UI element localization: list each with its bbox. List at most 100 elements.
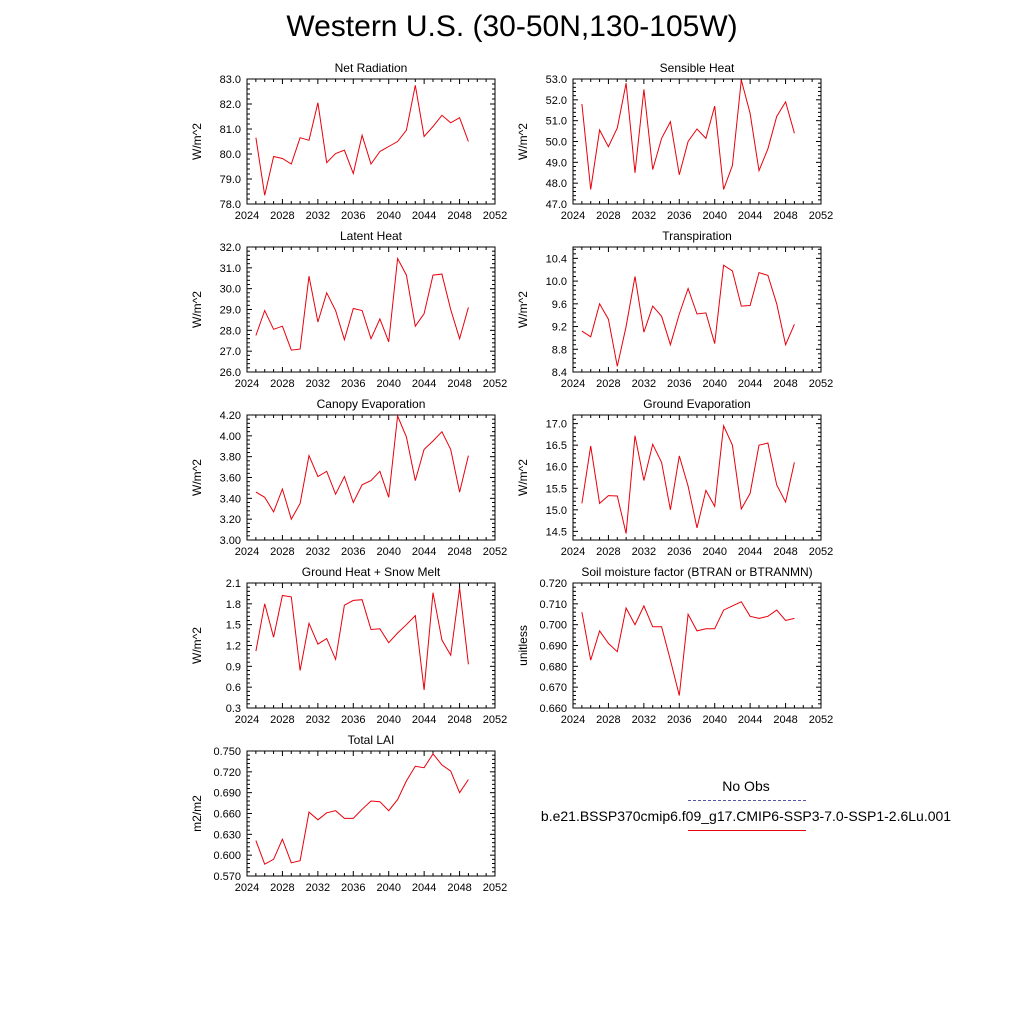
x-tick-label: 2036 [341, 210, 365, 222]
x-tick-label: 2028 [596, 546, 620, 558]
x-tick-label: 2040 [376, 882, 400, 894]
y-axis-label: W/m^2 [516, 291, 530, 328]
plot-frame [246, 246, 496, 373]
legend-obs-line [688, 800, 806, 801]
panel-1: 2024 2028 2032 2036 2040 2044 2048 2052 47.0 48.0… [516, 61, 833, 222]
panel-title: Sensible Heat [660, 61, 735, 75]
x-tick-label: 2044 [738, 714, 762, 726]
series-line [581, 79, 795, 190]
x-tick-label: 2052 [483, 378, 507, 390]
y-tick-label: 4.20 [220, 410, 241, 422]
x-tick-label: 2036 [341, 378, 365, 390]
series-line [255, 752, 469, 865]
y-axis-label: m2/m2 [190, 795, 204, 832]
series-line [581, 601, 795, 696]
x-tick-label: 2036 [667, 378, 691, 390]
plot-frame [572, 78, 822, 205]
x-tick-label: 2032 [306, 210, 330, 222]
x-tick-label: 2024 [235, 210, 259, 222]
x-tick-label: 2036 [667, 546, 691, 558]
x-tick-label: 2036 [341, 882, 365, 894]
x-tick-label: 2040 [702, 210, 726, 222]
panel-title: Soil moisture factor (BTRAN or BTRANMN) [581, 565, 812, 579]
x-tick-label: 2028 [596, 378, 620, 390]
y-tick-label: 9.6 [552, 299, 567, 311]
y-tick-label: 0.630 [213, 829, 241, 841]
x-tick-label: 2040 [702, 714, 726, 726]
x-tick-label: 2044 [738, 378, 762, 390]
y-tick-label: 3.40 [220, 493, 241, 505]
x-tick-label: 2028 [270, 546, 294, 558]
series-line [581, 264, 795, 367]
panel-title: Ground Evaporation [643, 397, 750, 411]
y-axis-label: W/m^2 [190, 459, 204, 496]
x-tick-label: 2032 [632, 210, 656, 222]
y-tick-label: 0.700 [539, 620, 567, 632]
y-tick-label: 26.0 [220, 367, 241, 379]
panel-3: 2024 2028 2032 2036 2040 2044 2048 2052 8.4 8.8 9.… [516, 229, 833, 390]
x-tick-label: 2052 [483, 210, 507, 222]
x-tick-label: 2044 [412, 210, 436, 222]
y-tick-label: 9.2 [552, 322, 567, 334]
legend-model-line [688, 830, 806, 831]
y-tick-label: 8.8 [552, 344, 567, 356]
y-tick-label: 0.600 [213, 850, 241, 862]
x-tick-label: 2048 [773, 378, 797, 390]
series-line [255, 414, 469, 521]
panel-title: Net Radiation [335, 61, 408, 75]
y-tick-label: 16.0 [546, 462, 567, 474]
x-tick-label: 2044 [738, 210, 762, 222]
x-tick-label: 2040 [376, 714, 400, 726]
y-tick-label: 31.0 [220, 263, 241, 275]
x-tick-label: 2052 [809, 210, 833, 222]
y-axis-label: W/m^2 [516, 123, 530, 160]
x-tick-label: 2052 [809, 378, 833, 390]
y-tick-label: 81.0 [220, 124, 241, 136]
x-tick-label: 2040 [702, 546, 726, 558]
y-tick-label: 80.0 [220, 149, 241, 161]
y-tick-label: 3.20 [220, 514, 241, 526]
x-tick-label: 2036 [341, 714, 365, 726]
x-tick-label: 2024 [561, 210, 585, 222]
y-tick-label: 79.0 [220, 174, 241, 186]
y-tick-label: 3.00 [220, 535, 241, 547]
y-tick-label: 30.0 [220, 284, 241, 296]
x-tick-label: 2048 [447, 210, 471, 222]
x-tick-label: 2048 [773, 546, 797, 558]
x-tick-label: 2052 [809, 546, 833, 558]
y-tick-label: 48.0 [546, 178, 567, 190]
y-tick-label: 0.570 [213, 871, 241, 883]
x-tick-label: 2032 [632, 714, 656, 726]
x-tick-label: 2032 [306, 378, 330, 390]
x-tick-label: 2048 [773, 210, 797, 222]
y-tick-label: 0.690 [213, 788, 241, 800]
panel-0: 2024 2028 2032 2036 2040 2044 2048 2052 78.0 79.0… [190, 61, 507, 222]
y-tick-label: 0.9 [226, 661, 241, 673]
legend-model-label: b.e21.BSSP370cmip6.f09_g17.CMIP6-SSP3-7.… [540, 808, 952, 824]
x-tick-label: 2052 [809, 714, 833, 726]
x-tick-label: 2052 [483, 546, 507, 558]
y-tick-label: 52.0 [546, 95, 567, 107]
y-tick-label: 50.0 [546, 137, 567, 149]
y-tick-label: 0.660 [539, 703, 567, 715]
series-line [255, 256, 469, 351]
y-axis-label: W/m^2 [190, 123, 204, 160]
figure-title: Western U.S. (30-50N,130-105W) [286, 10, 738, 43]
x-tick-label: 2048 [773, 714, 797, 726]
y-tick-label: 49.0 [546, 157, 567, 169]
y-tick-label: 27.0 [220, 346, 241, 358]
y-tick-label: 0.680 [539, 661, 567, 673]
y-tick-label: 51.0 [546, 116, 567, 128]
legend-obs-label: No Obs [722, 778, 770, 794]
y-tick-label: 28.0 [220, 325, 241, 337]
y-tick-label: 0.690 [539, 641, 567, 653]
x-tick-label: 2048 [447, 546, 471, 558]
x-tick-label: 2028 [596, 210, 620, 222]
panel-5: 2024 2028 2032 2036 2040 2044 2048 2052 14.5 15.0… [516, 397, 833, 558]
y-axis-label: W/m^2 [190, 291, 204, 328]
plot-frame [246, 750, 496, 877]
y-tick-label: 15.5 [546, 483, 567, 495]
x-tick-label: 2032 [306, 546, 330, 558]
x-tick-label: 2048 [447, 378, 471, 390]
